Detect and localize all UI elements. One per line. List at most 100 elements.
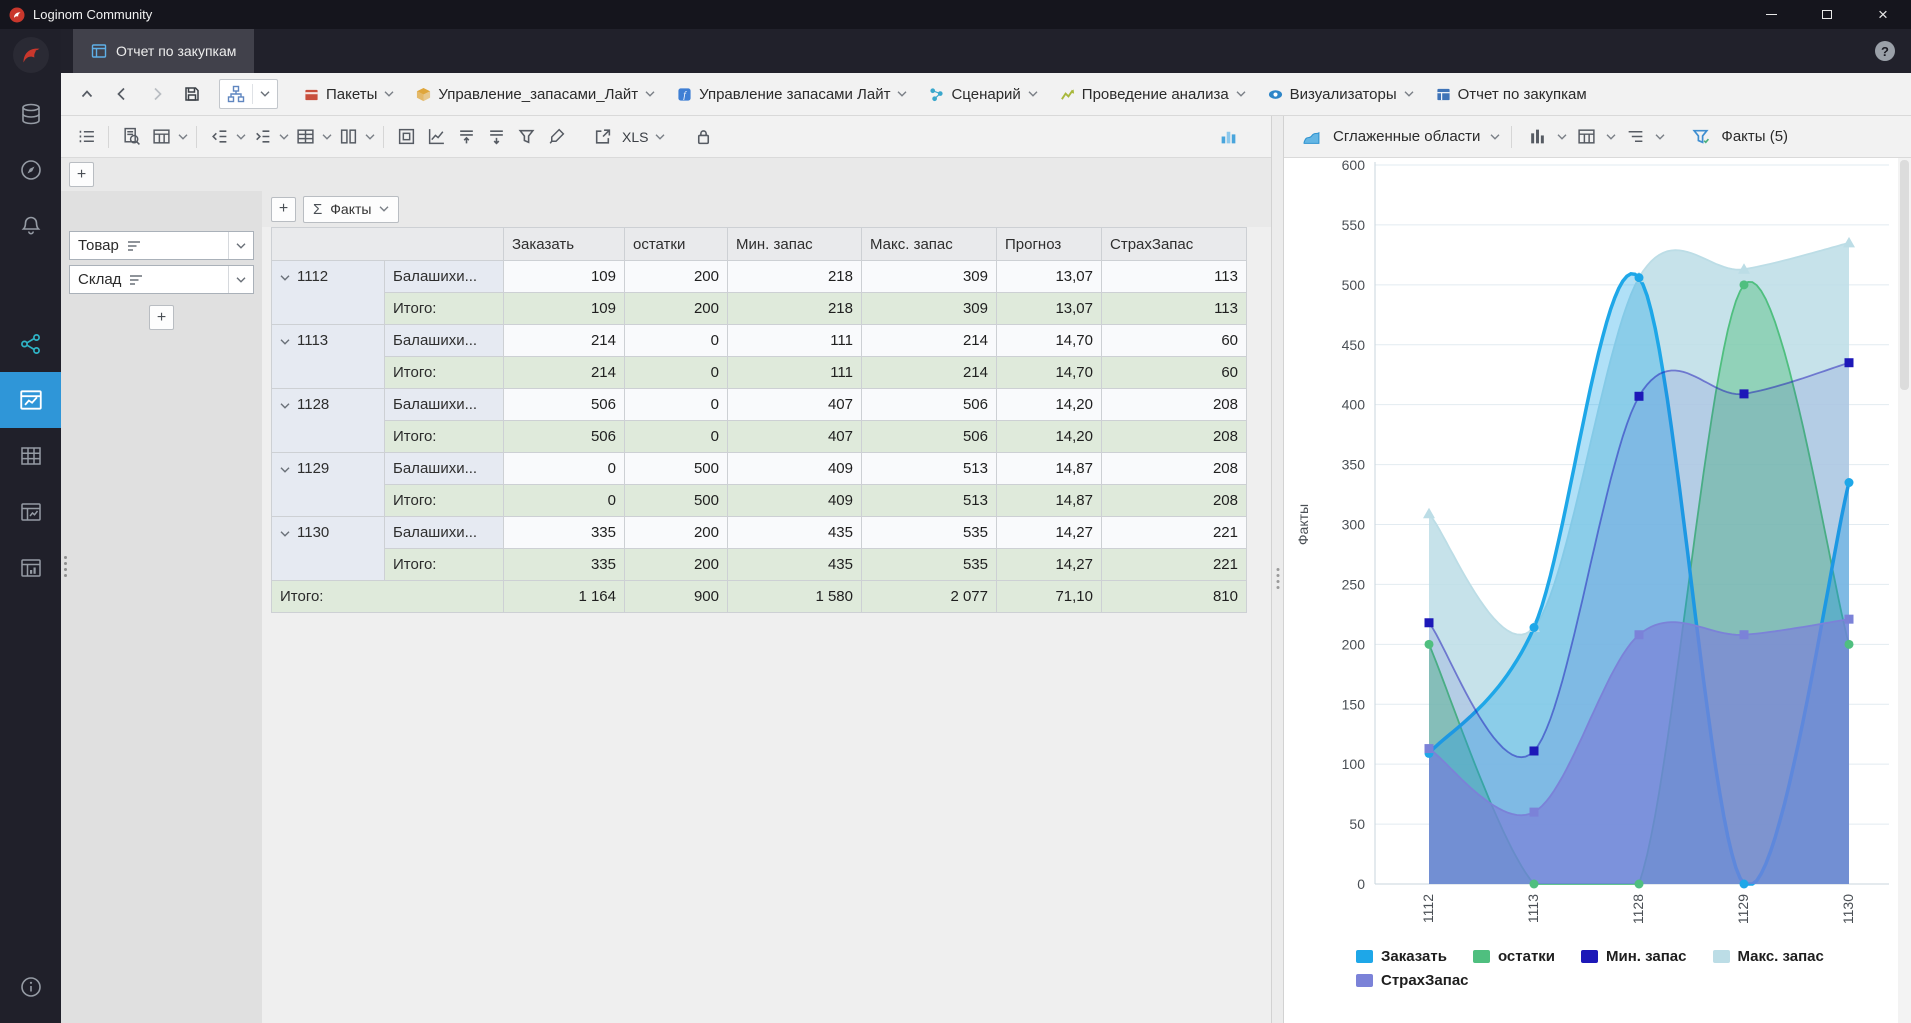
- dimension-label: Товар: [78, 237, 119, 254]
- merge-cells-icon[interactable]: [290, 122, 320, 152]
- sort-rows-up-icon[interactable]: [451, 122, 481, 152]
- chevron-down-icon[interactable]: [277, 122, 290, 152]
- chevron-down-icon[interactable]: [176, 122, 189, 152]
- maximize-button[interactable]: [1799, 0, 1855, 29]
- scheme-dropdown[interactable]: [219, 79, 278, 109]
- breadcrumb-item-cube[interactable]: Управление_запасами_Лайт: [406, 78, 665, 110]
- column-header[interactable]: Мин. запас: [727, 227, 862, 261]
- legend-item[interactable]: Мин. запас: [1581, 948, 1687, 965]
- titlebar: Loginom Community ×: [0, 0, 1911, 29]
- style-brush-icon[interactable]: [541, 122, 571, 152]
- nav-forward-button[interactable]: [141, 79, 172, 110]
- legend-item[interactable]: остатки: [1472, 948, 1555, 965]
- export-icon: [587, 122, 617, 152]
- collapse-rows-icon[interactable]: [204, 122, 234, 152]
- add-fact-button[interactable]: +: [271, 196, 296, 222]
- sidebar-item-table-icon[interactable]: [0, 428, 61, 484]
- chevron-down-icon[interactable]: [234, 122, 247, 152]
- column-header[interactable]: Макс. запас: [861, 227, 997, 261]
- minimize-button[interactable]: [1743, 0, 1799, 29]
- chart-type-icon[interactable]: [1296, 122, 1326, 152]
- facts-dropdown[interactable]: Σ Факты: [303, 195, 400, 223]
- loginom-logo-icon[interactable]: [12, 36, 50, 74]
- legend-item[interactable]: СтрахЗапас: [1356, 972, 1469, 989]
- preview-icon[interactable]: [116, 122, 146, 152]
- sort-rows-down-icon[interactable]: [481, 122, 511, 152]
- columns-icon[interactable]: [333, 122, 363, 152]
- scrollbar-thumb[interactable]: [1900, 160, 1909, 390]
- sidebar-item-report-chart-icon[interactable]: [0, 484, 61, 540]
- sidebar-item-report-bars-icon[interactable]: [0, 540, 61, 596]
- breadcrumb-item-package[interactable]: Пакеты: [294, 78, 404, 110]
- chart-scrollbar[interactable]: [1898, 158, 1911, 1023]
- subtotal-value-cell: 14,20: [996, 420, 1102, 453]
- chevron-down-icon[interactable]: [1488, 122, 1501, 152]
- bar-chart-icon[interactable]: [1522, 122, 1552, 152]
- report-tab-icon: [91, 43, 107, 59]
- expand-rows-icon[interactable]: [247, 122, 277, 152]
- chevron-down-icon[interactable]: [363, 122, 376, 152]
- tab-report[interactable]: Отчет по закупкам: [73, 29, 255, 73]
- add-dimension-button[interactable]: +: [69, 162, 94, 187]
- breadcrumb-item-module[interactable]: f Управление запасами Лайт: [667, 78, 917, 110]
- mini-chart-icon[interactable]: [1213, 122, 1243, 152]
- column-header[interactable]: Прогноз: [996, 227, 1102, 261]
- pivot-group-cell[interactable]: 1128: [271, 388, 385, 453]
- chart-type-label[interactable]: Сглаженные области: [1333, 128, 1481, 145]
- pivot-group-cell[interactable]: 1113: [271, 324, 385, 389]
- legend-item[interactable]: Заказать: [1356, 948, 1447, 965]
- breadcrumb-item-visualizers[interactable]: Визуализаторы: [1258, 78, 1424, 110]
- measure-chart-icon[interactable]: [421, 122, 451, 152]
- sidebar-item-notifications-icon[interactable]: [0, 198, 61, 254]
- pivot-branch-cell: Балашихи...: [384, 452, 504, 485]
- filter-icon[interactable]: [511, 122, 541, 152]
- panel-splitter[interactable]: [1271, 116, 1284, 1023]
- chevron-down-icon[interactable]: [1604, 122, 1617, 152]
- freeze-area-icon[interactable]: [391, 122, 421, 152]
- legend-label: Мин. запас: [1606, 948, 1687, 965]
- help-icon[interactable]: ?: [1875, 41, 1895, 61]
- sidebar-splitter[interactable]: [62, 556, 69, 577]
- legend-item[interactable]: Макс. запас: [1712, 948, 1824, 965]
- chart-table-icon[interactable]: [1571, 122, 1601, 152]
- sidebar-item-data-icon[interactable]: [0, 86, 61, 142]
- chevron-down-icon[interactable]: [320, 122, 333, 152]
- chevron-down-icon[interactable]: [228, 266, 253, 293]
- breadcrumb-item-scenario[interactable]: Сценарий: [919, 78, 1047, 110]
- sidebar-item-navigator-icon[interactable]: [0, 142, 61, 198]
- save-button[interactable]: [176, 79, 207, 110]
- subtotal-value-cell: 409: [727, 484, 862, 517]
- column-header[interactable]: Заказать: [503, 227, 625, 261]
- table-settings-icon[interactable]: [146, 122, 176, 152]
- info-icon[interactable]: [0, 959, 61, 1015]
- levels-icon[interactable]: [1620, 122, 1650, 152]
- breadcrumb-item-analysis[interactable]: Проведение анализа: [1050, 78, 1256, 110]
- sidebar-item-visualizer-active-icon[interactable]: [0, 372, 61, 428]
- facts-selector-button[interactable]: Факты (5): [1685, 122, 1788, 152]
- view-mode-icon[interactable]: [71, 122, 101, 152]
- pivot-group-cell[interactable]: 1129: [271, 452, 385, 517]
- nav-up-button[interactable]: [71, 79, 102, 110]
- pivot-group-cell[interactable]: 1130: [271, 516, 385, 581]
- area-chart[interactable]: 0 50 100 150 200 250 300 350 400 450 500 550 600 Факт…: [1284, 157, 1897, 948]
- pivot-group-cell[interactable]: 1112: [271, 260, 385, 325]
- close-button[interactable]: ×: [1878, 4, 1888, 24]
- pivot-value-cell: 500: [624, 452, 728, 485]
- chevron-down-icon[interactable]: [1653, 122, 1666, 152]
- chevron-down-icon[interactable]: [1555, 122, 1568, 152]
- lock-icon[interactable]: [688, 122, 718, 152]
- column-header[interactable]: остатки: [624, 227, 728, 261]
- maximize-icon: [1822, 10, 1832, 19]
- sidebar-item-connections-icon[interactable]: [0, 316, 61, 372]
- pivot-value-cell: 409: [727, 452, 862, 485]
- chevron-down-icon[interactable]: [228, 232, 253, 259]
- export-xls-button[interactable]: XLS: [587, 122, 666, 152]
- xls-label: XLS: [622, 128, 649, 145]
- breadcrumb-item-report[interactable]: Отчет по закупкам: [1426, 78, 1597, 110]
- dimension-select-sklad[interactable]: Склад: [69, 265, 254, 294]
- dimension-select-tovar[interactable]: Товар: [69, 231, 254, 260]
- chevron-down-icon: [645, 91, 655, 97]
- nav-back-button[interactable]: [106, 79, 137, 110]
- add-dimension-row-button[interactable]: +: [149, 305, 174, 330]
- column-header[interactable]: СтрахЗапас: [1101, 227, 1247, 261]
